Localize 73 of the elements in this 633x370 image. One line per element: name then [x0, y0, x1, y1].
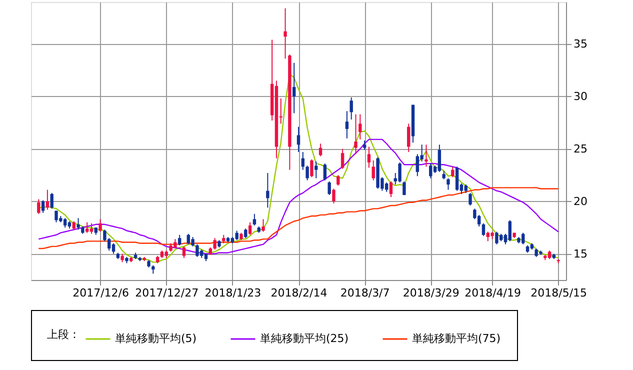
candlestick: [301, 152, 305, 170]
candlestick: [389, 180, 393, 198]
candlestick: [248, 222, 252, 236]
candlestick: [407, 123, 410, 153]
candlestick: [262, 218, 265, 232]
legend-label: 単純移動平均(25): [260, 332, 349, 345]
legend-title: 上段：: [47, 328, 80, 341]
candlestick: [482, 222, 486, 236]
candlestick: [354, 114, 358, 155]
candlestick: [508, 220, 512, 242]
candlestick: [451, 166, 454, 178]
x-tick-label: 2018/2/14: [270, 286, 328, 300]
candlestick: [244, 228, 248, 239]
y-tick-label: 30: [574, 90, 588, 103]
candlestick: [328, 180, 331, 196]
candlestick: [402, 180, 406, 196]
candlestick: [182, 246, 186, 258]
candlestick: [213, 238, 216, 250]
candlestick: [41, 200, 45, 214]
candlestick: [85, 222, 89, 234]
x-tick-label: 2018/4/19: [464, 286, 521, 300]
candlestick: [332, 188, 336, 204]
candlestick: [424, 144, 428, 168]
candlestick: [345, 110, 349, 139]
candlestick: [252, 213, 256, 226]
candlestick: [367, 146, 371, 168]
candlestick: [384, 182, 388, 192]
candlestick: [495, 231, 498, 245]
candlestick: [340, 148, 344, 170]
candlestick: [362, 140, 366, 150]
candlestick: [266, 172, 270, 208]
x-tick-label: 2018/1/23: [204, 286, 262, 300]
x-tick-label: 2018/3/29: [402, 286, 460, 300]
candlestick: [429, 163, 432, 179]
candlestick: [37, 198, 40, 214]
y-tick-label: 15: [574, 247, 588, 260]
candlestick: [63, 218, 67, 228]
x-tick-label: 2018/3/7: [340, 286, 390, 300]
y-tick-label: 20: [574, 194, 588, 208]
candlestick: [336, 174, 340, 186]
candlestick: [416, 154, 420, 177]
candlestick: [468, 192, 472, 206]
candlestick: [446, 178, 450, 190]
candlestick: [306, 165, 309, 181]
candlestick: [284, 8, 287, 60]
candlestick: [235, 230, 238, 241]
candlestick: [292, 62, 296, 114]
candlestick: [76, 218, 80, 230]
candlestick: [98, 218, 102, 232]
x-tick-label: 2018/5/15: [530, 286, 588, 300]
candlestick: [296, 126, 300, 153]
legend-label: 単純移動平均(75): [412, 332, 501, 345]
candlestick: [350, 96, 353, 120]
line-series: [38, 187, 559, 250]
line-series: [38, 74, 559, 263]
candlestick: [314, 160, 318, 179]
x-tick-label: 2017/12/6: [72, 286, 130, 300]
candlestick: [191, 236, 194, 247]
x-tick-label: 2017/12/27: [135, 286, 199, 300]
candlestick: [196, 244, 199, 258]
candlestick: [323, 163, 327, 181]
candlestick: [438, 144, 442, 172]
candlestick: [310, 158, 314, 178]
legend-label: 単純移動平均(5): [115, 332, 197, 345]
candlestick: [398, 162, 402, 183]
y-tick-label: 25: [574, 142, 588, 156]
candlestick: [358, 114, 362, 140]
candlestick: [372, 160, 375, 181]
candlestick: [455, 166, 459, 192]
candlestick: [178, 234, 182, 246]
y-tick-label: 35: [574, 37, 588, 50]
candlestick: [90, 222, 94, 234]
candlestick: [50, 192, 54, 210]
